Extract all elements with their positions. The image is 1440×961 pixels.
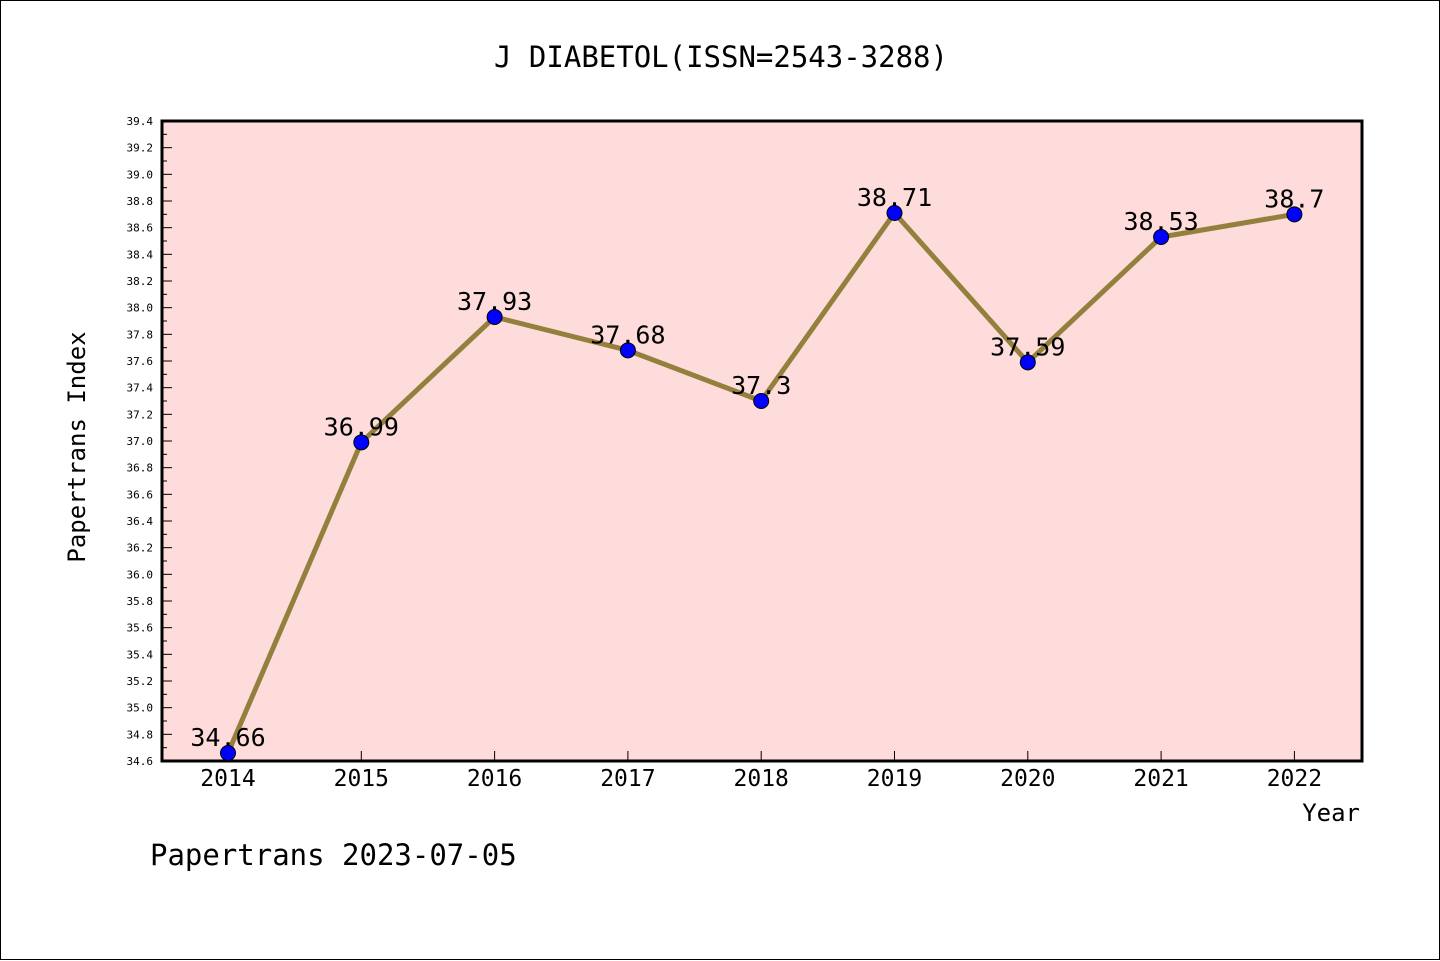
data-point [486,309,503,325]
y-tick-label: 36.8 [127,462,154,475]
chart-title: J DIABETOL(ISSN=2543-3288) [494,40,948,74]
x-tick-label: 2022 [1267,766,1322,792]
y-tick-label: 37.4 [127,382,154,395]
y-tick-label: 38.0 [127,302,154,315]
data-point [619,342,636,359]
data-point [1153,229,1170,245]
y-tick-label: 36.2 [127,542,154,555]
data-label: 34.66 [190,723,265,752]
y-tick-label: 34.6 [127,755,154,768]
data-label: 37.93 [457,287,532,316]
data-labels: 34.66 36.99 37.93 37.68 37.3 38.71 37.59 38.53 3… [190,183,1324,752]
y-axis: 34.6 34.8 35.0 35.2 35.4 35.6 35.8 36.0 36.2 36.4… [127,115,172,768]
y-tick-label: 35.6 [127,622,154,635]
y-tick-label: 36.0 [127,568,154,581]
y-tick-label: 37.0 [127,435,154,448]
x-tick-label: 2021 [1133,766,1188,792]
y-tick-label: 35.8 [127,595,154,608]
data-point [1019,354,1036,371]
footer-text: Papertrans 2023-07-05 [150,838,517,872]
x-tick-label: 2015 [334,766,389,792]
x-tick-label: 2020 [1000,766,1055,792]
data-label: 36.99 [324,412,399,441]
y-tick-label: 35.2 [127,675,154,688]
data-point [753,393,770,409]
data-point [886,205,903,221]
data-label: 37.3 [731,371,791,400]
data-point [353,434,370,451]
y-tick-label: 39.0 [127,168,154,181]
series-layer [220,205,1303,761]
data-point [1286,206,1303,223]
y-tick-label: 35.4 [127,648,154,661]
y-tick-label: 38.2 [127,275,154,288]
data-label: 38.71 [857,183,932,212]
data-point [220,745,236,761]
data-label: 38.7 [1264,184,1324,213]
x-tick-label: 2017 [600,766,655,792]
x-axis: 2014 2015 2016 2017 2018 2019 2020 2021 2022 [200,751,1322,792]
x-tick-label: 2016 [467,766,522,792]
y-tick-label: 38.8 [127,195,154,208]
data-label: 37.59 [990,332,1065,361]
y-tick-label: 39.2 [127,142,154,155]
y-tick-label: 38.6 [127,222,154,235]
y-tick-label: 37.6 [127,355,154,368]
y-tick-label: 37.8 [127,328,154,341]
x-axis-label: Year [1302,799,1360,827]
y-tick-label: 37.2 [127,408,154,421]
x-tick-label: 2014 [200,766,255,792]
y-axis-label: Papertrans Index [63,331,91,562]
y-tick-label: 38.4 [127,248,154,261]
x-tick-label: 2019 [867,766,922,792]
y-tick-label: 34.8 [127,728,154,741]
y-tick-label: 35.0 [127,702,154,715]
y-tick-label: 36.6 [127,488,154,501]
y-tick-label: 39.4 [127,115,154,128]
y-tick-label: 36.4 [127,515,154,528]
x-tick-label: 2018 [734,766,789,792]
data-label: 38.53 [1123,207,1198,236]
data-label: 37.68 [590,320,665,349]
